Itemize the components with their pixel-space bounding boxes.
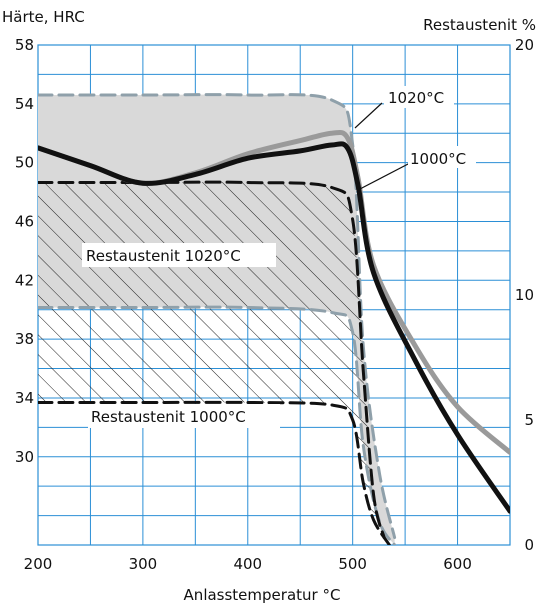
x-tick-label: 200 [24, 555, 53, 573]
y-left-tick-label: 42 [15, 271, 34, 289]
leader-line-1000 [357, 162, 411, 191]
tick-labels: 200 300 400 500 600 30 34 38 42 46 50 54 58 0 5 10 20 [15, 36, 534, 573]
x-tick-label: 300 [129, 555, 158, 573]
annotation-1020: 1020°C [388, 89, 444, 107]
annotation-bg-1000 [408, 146, 476, 168]
y-right-axis-title: Restaustenit % [423, 16, 536, 34]
x-tick-label: 400 [233, 555, 262, 573]
annotation-bg-ra-1020 [82, 243, 276, 267]
y-right-tick-label: 0 [524, 536, 534, 554]
y-left-tick-label: 46 [15, 212, 34, 230]
ra-1000-band-hatch [38, 182, 390, 545]
y-right-tick-label: 20 [515, 36, 534, 54]
annotation-bg-1020 [384, 86, 454, 108]
y-left-tick-label: 38 [15, 330, 34, 348]
hardness-curve-1000 [38, 141, 510, 514]
retained-austenite-bands [38, 93, 397, 545]
hardness-curves [38, 129, 510, 514]
y-right-tick-label: 5 [524, 411, 534, 429]
leader-line-1020 [354, 102, 383, 129]
y-left-tick-label: 34 [15, 389, 34, 407]
ra-1020-upper-line [38, 93, 397, 539]
y-left-axis-title: Härte, HRC [2, 8, 85, 26]
ra-1020-lower-line [38, 305, 397, 545]
ra-1000-lower-line [38, 400, 391, 545]
y-right-tick-label: 10 [515, 286, 534, 304]
annotation-1000: 1000°C [410, 150, 466, 168]
x-axis-title: Anlasstemperatur °C [184, 586, 341, 604]
annotation-bg-ra-1000 [88, 404, 280, 428]
x-tick-label: 500 [338, 555, 367, 573]
y-left-tick-label: 50 [15, 154, 34, 172]
y-left-tick-label: 30 [15, 448, 34, 466]
x-tick-label: 600 [443, 555, 472, 573]
y-left-tick-label: 54 [15, 95, 34, 113]
annotation-ra-1000: Restaustenit 1000°C [91, 408, 246, 426]
y-left-tick-label: 58 [15, 36, 34, 54]
annotation-ra-1020: Restaustenit 1020°C [86, 247, 241, 265]
